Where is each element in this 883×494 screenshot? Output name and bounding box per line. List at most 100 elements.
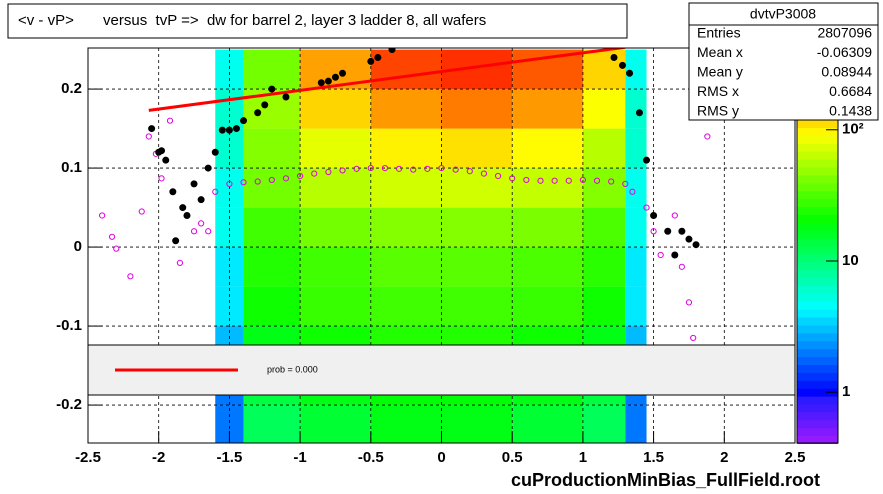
color-bar-step — [797, 134, 838, 144]
chart-title: <v - vP> versus tvP => dw for barrel 2, … — [18, 12, 486, 29]
profile-point — [690, 334, 697, 342]
profile-point — [410, 166, 417, 173]
x-tick-label: -0.5 — [358, 449, 384, 466]
color-bar-step — [797, 332, 838, 342]
data-point — [339, 69, 347, 77]
z-tick-label: 10² — [842, 121, 864, 138]
profile-point — [678, 263, 685, 270]
profile-point — [579, 176, 587, 184]
data-point — [197, 196, 205, 204]
heat-cell — [370, 207, 442, 248]
data-point — [692, 241, 700, 249]
heat-cell — [512, 286, 583, 327]
profile-point — [198, 220, 205, 227]
profile-point — [622, 180, 629, 187]
heat-cell — [441, 247, 513, 287]
heat-cell — [243, 49, 301, 90]
heat-cell — [370, 89, 442, 129]
data-point — [685, 235, 693, 243]
color-bar-step — [797, 395, 838, 405]
profile-point — [657, 251, 664, 259]
profile-point — [523, 176, 530, 184]
x-tick-label: -1 — [293, 449, 306, 466]
data-point — [169, 188, 177, 196]
stats-title: dvtvP3008 — [750, 6, 816, 22]
profile-point — [565, 177, 572, 184]
data-point — [225, 126, 233, 134]
heat-cell — [243, 286, 301, 327]
profile-point — [212, 188, 219, 195]
x-tick-label: 2 — [720, 449, 728, 466]
color-bar-step — [797, 292, 838, 302]
heat-cell — [625, 207, 647, 248]
color-bar-step — [797, 324, 838, 334]
data-point — [179, 204, 187, 212]
heat-cell — [625, 405, 647, 443]
color-bar-step — [797, 379, 838, 389]
color-bar-step — [797, 142, 838, 152]
heat-cell — [300, 405, 371, 443]
heat-cell — [512, 128, 583, 169]
profile-point — [452, 166, 459, 173]
color-bar-step — [797, 403, 838, 413]
data-point — [367, 57, 375, 65]
x-tick-label: -1.5 — [216, 449, 242, 466]
heat-cell — [582, 49, 626, 90]
data-point — [282, 93, 290, 101]
profile-point — [108, 233, 116, 240]
data-point — [618, 61, 626, 69]
profile-point — [367, 164, 374, 172]
profile-point — [99, 212, 106, 219]
heat-cell — [625, 286, 647, 327]
heat-cell — [582, 89, 626, 129]
profile-point — [608, 178, 615, 185]
color-bar-step — [797, 316, 838, 326]
profile-point — [494, 172, 502, 180]
heat-cell — [625, 247, 647, 287]
color-bar-step — [797, 174, 838, 184]
heat-cell — [441, 89, 513, 129]
heat-cell — [512, 207, 583, 248]
heat-cell — [300, 128, 371, 169]
profile-point — [205, 228, 212, 235]
profile-point — [704, 133, 711, 140]
source-label: cuProductionMinBias_FullField.root — [511, 470, 820, 490]
color-bar-step — [797, 198, 838, 207]
profile-point — [629, 188, 636, 195]
profile-point — [353, 165, 360, 172]
heat-cell — [582, 128, 626, 169]
data-point — [232, 125, 240, 133]
y-tick-label: 0 — [74, 238, 82, 255]
x-tick-label: 1 — [579, 449, 587, 466]
stats-label: Mean x — [697, 44, 743, 60]
data-point — [671, 251, 679, 259]
data-point — [664, 227, 672, 235]
data-point — [643, 156, 651, 164]
heat-cell — [243, 405, 301, 443]
color-bar-step — [797, 300, 838, 310]
profile-point — [339, 167, 346, 174]
color-bar-step — [797, 277, 838, 286]
heat-cell — [370, 405, 442, 443]
heat-cell — [441, 207, 513, 248]
heat-cell — [300, 286, 371, 327]
color-bar-step — [797, 166, 838, 176]
color-bar-step — [797, 237, 838, 247]
color-bar-step — [797, 150, 838, 160]
x-tick-label: 0.5 — [502, 449, 523, 466]
heat-cell — [243, 207, 301, 248]
color-bar-step — [797, 308, 838, 318]
stats-label: RMS y — [697, 103, 739, 119]
profile-point — [311, 170, 318, 177]
data-point — [626, 69, 634, 77]
title-box — [7, 3, 628, 39]
heat-cell — [441, 405, 513, 443]
y-tick-label: -0.2 — [56, 396, 82, 413]
profile-point — [282, 175, 290, 182]
z-tick-label: 10 — [842, 252, 859, 269]
heat-cell — [441, 286, 513, 327]
color-bar-step — [797, 119, 838, 128]
data-point — [261, 101, 269, 109]
color-bar-step — [797, 269, 838, 279]
data-point — [650, 211, 658, 219]
